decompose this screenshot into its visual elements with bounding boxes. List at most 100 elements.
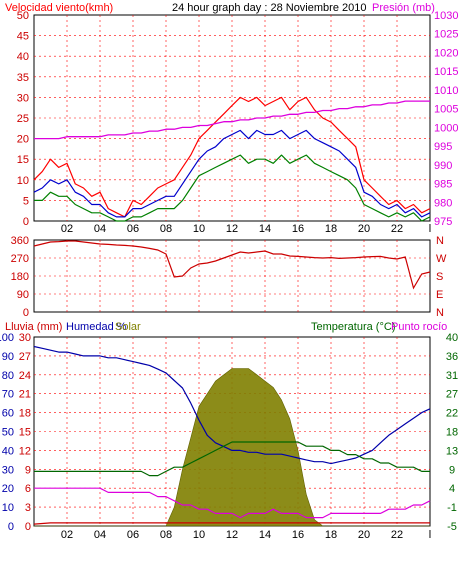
temp-x-tick-label: 06 [127,529,139,541]
wind-x-tick-label: 04 [94,223,106,235]
direction-y-labels: 0 90 180 270 360 [11,235,29,319]
wind-y-tick-label: 35 [17,72,29,84]
temperature-y-tick-label: 22 [446,408,458,420]
temp-x-tick-label: 10 [193,529,205,541]
humidity-y-tick-label: 30 [2,464,14,476]
direction-y-tick-label: 90 [17,289,29,301]
solar-area [34,368,430,527]
pressure-y-tick-label: 990 [434,160,452,172]
humidity-y-tick-label: 70 [2,389,14,401]
temp-x-tick-label: 12 [226,529,238,541]
rain-y-tick-label: 3 [25,502,31,514]
rain-y-tick-label: 21 [19,389,31,401]
pressure-line [34,100,430,140]
wind-x-tick-label: 22 [391,223,403,235]
rain-y-labels: 0 3 6 9 12 15 18 21 24 27 30 [19,332,31,533]
pressure-y-tick-label: 985 [434,179,452,191]
rain-line [33,522,430,525]
temperature-y-tick-label: 4 [449,483,455,495]
pressure-y-tick-label: 1000 [434,122,458,134]
temperature-y-labels: -5 -1 4 9 13 18 22 27 31 36 40 [446,332,458,533]
wind-axis-title: Velocidad viento(kmh) [5,2,113,14]
temp-x-tick-label: 22 [391,529,403,541]
pressure-y-tick-label: 995 [434,141,452,153]
rain-y-tick-label: 30 [19,332,31,344]
temperature-y-tick-label: 36 [446,351,458,363]
wind-y-tick-label: 50 [17,10,29,22]
rain-y-tick-label: 0 [25,521,31,533]
temperature-axis-title: Temperatura (°C) [311,321,395,333]
direction-y-tick-label: 360 [11,235,29,247]
wind-y-tick-label: 40 [17,51,29,63]
compass-tick-label: N [436,235,444,247]
solar-axis-title: Solar [115,321,141,333]
temp-x-tick-label: 16 [292,529,304,541]
wind-x-labels: 02 04 06 08 10 12 14 16 18 20 22 l [61,223,431,235]
wind-y-tick-label: 25 [17,113,29,125]
wind-x-tick-label: 08 [160,223,172,235]
wind-y-tick-label: 5 [23,195,29,207]
wind-pressure-series [33,96,431,222]
wind-x-tick-label: 06 [127,223,139,235]
humidity-line [33,345,431,465]
temperature-y-tick-label: -1 [447,502,457,514]
temp-x-tick-label: 04 [94,529,106,541]
humidity-y-tick-label: 90 [2,351,14,363]
rain-y-tick-label: 6 [25,483,31,495]
compass-tick-label: E [436,289,443,301]
dewpoint-axis-title: Punto rocío [391,321,447,333]
humidity-y-tick-label: 60 [2,408,14,420]
rain-y-tick-label: 15 [19,427,31,439]
pressure-y-tick-label: 1030 [434,10,458,22]
rain-y-tick-label: 18 [19,408,31,420]
pressure-y-tick-label: 1010 [434,85,458,97]
temperature-y-tick-label: 40 [446,332,458,344]
humidity-y-tick-label: 20 [2,483,14,495]
temp-humidity-series [33,345,431,527]
rain-y-tick-label: 9 [25,464,31,476]
wind-x-tick-label: l [429,223,431,235]
wind-y-tick-label: 20 [17,134,29,146]
humidity-y-tick-label: 10 [2,502,14,514]
temp-x-labels: 02 04 06 08 10 12 14 16 18 20 22 l [61,529,431,541]
humidity-y-tick-label: 40 [2,445,14,457]
compass-tick-label: W [436,253,447,265]
wind-gust-line [33,96,431,218]
humidity-y-labels: 0 10 20 30 40 50 60 70 80 90 100 [0,332,14,533]
temperature-y-tick-label: -5 [447,521,457,533]
humidity-y-tick-label: 0 [8,521,14,533]
rain-axis-title: Lluvia (mm) [5,321,62,333]
wind-y-tick-label: 30 [17,92,29,104]
wind-min-line [34,154,431,222]
pressure-y-tick-label: 1015 [434,66,458,78]
pressure-y-tick-label: 975 [434,216,452,228]
pressure-y-labels: 975 980 985 990 995 1000 1005 1010 1015 1020 1025 1… [434,10,458,228]
wind-x-tick-label: 10 [193,223,205,235]
temp-x-tick-label: l [429,529,431,541]
humidity-y-tick-label: 100 [0,332,14,344]
temp-x-tick-label: 20 [358,529,370,541]
temperature-y-tick-label: 27 [446,389,458,401]
wind-y-labels: 0 5 10 15 20 25 30 35 40 45 50 [17,10,29,228]
wind-x-tick-label: 12 [226,223,238,235]
temp-x-tick-label: 18 [325,529,337,541]
pressure-y-tick-label: 1005 [434,104,458,116]
dewpoint-line [34,487,431,519]
wind-x-tick-label: 16 [292,223,304,235]
temperature-y-tick-label: 13 [446,445,458,457]
rain-y-tick-label: 27 [19,351,31,363]
wind-avg-line [33,129,431,218]
compass-tick-label: S [436,271,443,283]
humidity-y-tick-label: 80 [2,370,14,382]
pressure-y-tick-label: 1025 [434,29,458,41]
temperature-line [34,441,430,477]
wind-y-tick-label: 0 [23,216,29,228]
temperature-y-tick-label: 18 [446,427,458,439]
direction-series [33,240,431,290]
direction-y-tick-label: 180 [11,271,29,283]
temperature-y-tick-label: 31 [446,370,458,382]
pressure-y-tick-label: 1020 [434,47,458,59]
